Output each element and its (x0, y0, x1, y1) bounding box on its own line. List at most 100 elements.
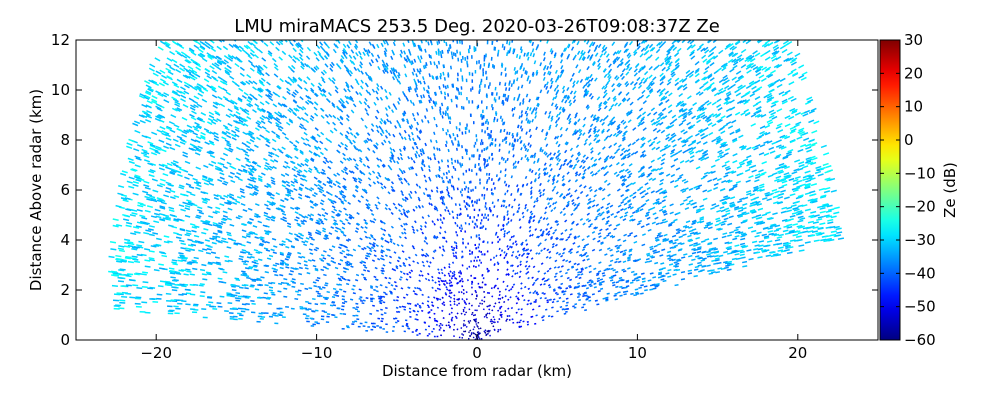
reflectivity-gate (576, 263, 580, 266)
reflectivity-gate (300, 117, 306, 121)
reflectivity-gate (397, 156, 401, 161)
reflectivity-gate (348, 213, 353, 217)
reflectivity-gate (462, 323, 465, 326)
reflectivity-gate (695, 255, 700, 258)
reflectivity-gate (565, 238, 569, 242)
reflectivity-gate (423, 163, 426, 168)
reflectivity-gate (699, 217, 705, 221)
reflectivity-gate (300, 177, 305, 181)
reflectivity-gate (627, 234, 632, 238)
reflectivity-gate (454, 315, 457, 318)
reflectivity-gate (512, 234, 515, 238)
reflectivity-gate (592, 237, 596, 241)
reflectivity-gate (727, 179, 733, 184)
reflectivity-gate (394, 106, 398, 111)
reflectivity-gate (305, 300, 309, 303)
reflectivity-gate (721, 179, 727, 184)
reflectivity-gate (235, 111, 241, 116)
reflectivity-gate (300, 40, 304, 43)
reflectivity-gate (573, 262, 577, 266)
reflectivity-gate (669, 151, 675, 155)
reflectivity-gate (396, 259, 400, 263)
reflectivity-gate (519, 263, 522, 266)
reflectivity-gate (735, 180, 741, 184)
reflectivity-gate (419, 305, 422, 309)
reflectivity-gate (554, 219, 558, 223)
reflectivity-gate (543, 283, 546, 286)
reflectivity-gate (672, 118, 678, 123)
reflectivity-gate (711, 247, 717, 250)
reflectivity-gate (350, 49, 355, 54)
reflectivity-gate (427, 214, 430, 218)
reflectivity-gate (732, 237, 738, 241)
reflectivity-gate (531, 48, 535, 53)
reflectivity-gate (270, 218, 275, 222)
reflectivity-gate (562, 108, 566, 113)
reflectivity-gate (450, 245, 453, 249)
reflectivity-gate (265, 93, 270, 99)
reflectivity-gate (559, 163, 563, 168)
reflectivity-gate (625, 83, 630, 88)
reflectivity-gate (718, 254, 724, 258)
reflectivity-gate (472, 328, 475, 331)
reflectivity-gate (616, 188, 621, 192)
reflectivity-gate (502, 157, 505, 161)
reflectivity-gate (270, 202, 276, 206)
reflectivity-gate (333, 43, 338, 48)
reflectivity-gate (377, 171, 381, 176)
reflectivity-gate (567, 235, 571, 239)
reflectivity-gate (318, 88, 323, 93)
reflectivity-gate (239, 190, 245, 194)
reflectivity-gate (459, 270, 462, 273)
reflectivity-gate (368, 183, 372, 187)
reflectivity-gate (226, 161, 232, 166)
reflectivity-gate (516, 138, 519, 142)
reflectivity-gate (318, 217, 323, 221)
reflectivity-gate (716, 137, 722, 141)
reflectivity-gate (554, 119, 558, 124)
reflectivity-gate (702, 174, 708, 178)
reflectivity-gate (239, 106, 245, 111)
reflectivity-gate (532, 160, 536, 164)
reflectivity-gate (312, 298, 316, 301)
reflectivity-gate (525, 182, 529, 187)
reflectivity-gate (551, 245, 555, 249)
reflectivity-gate (428, 176, 431, 180)
reflectivity-gate (451, 161, 454, 165)
reflectivity-gate (648, 54, 653, 59)
reflectivity-gate (684, 139, 689, 144)
reflectivity-gate (265, 88, 270, 93)
reflectivity-gate (713, 248, 718, 251)
reflectivity-gate (442, 84, 445, 88)
reflectivity-gate (617, 49, 622, 55)
reflectivity-gate (215, 223, 221, 227)
reflectivity-gate (527, 56, 530, 61)
reflectivity-gate (504, 82, 507, 87)
reflectivity-gate (597, 151, 601, 156)
reflectivity-gate (625, 280, 630, 284)
reflectivity-gate (528, 291, 532, 294)
reflectivity-gate (448, 47, 451, 52)
reflectivity-gate (445, 281, 449, 285)
reflectivity-gate (544, 206, 548, 210)
reflectivity-gate (544, 238, 548, 242)
reflectivity-gate (595, 273, 600, 277)
reflectivity-gate (560, 232, 564, 236)
reflectivity-gate (351, 170, 355, 174)
reflectivity-gate (267, 120, 273, 124)
reflectivity-gate (691, 258, 696, 262)
reflectivity-gate (441, 49, 444, 54)
reflectivity-gate (439, 106, 442, 111)
reflectivity-gate (384, 47, 388, 52)
reflectivity-gate (613, 150, 618, 155)
reflectivity-gate (575, 268, 579, 271)
reflectivity-gate (672, 241, 677, 245)
reflectivity-gate (543, 51, 546, 56)
reflectivity-gate (528, 225, 532, 229)
reflectivity-gate (463, 313, 466, 316)
reflectivity-gate (319, 202, 324, 206)
reflectivity-gate (318, 287, 323, 290)
reflectivity-gate (573, 236, 578, 240)
reflectivity-gate (330, 256, 335, 260)
reflectivity-gate (306, 76, 311, 81)
